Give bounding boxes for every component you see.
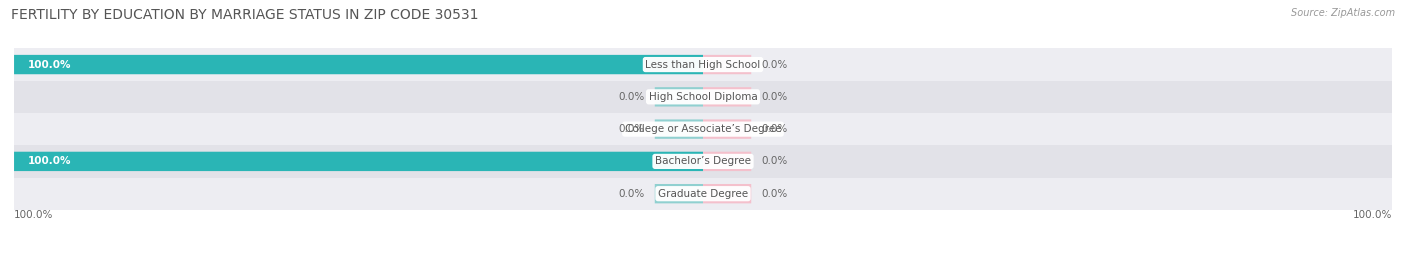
Text: 0.0%: 0.0%	[762, 92, 787, 102]
Text: 0.0%: 0.0%	[762, 189, 787, 199]
Text: 0.0%: 0.0%	[619, 92, 644, 102]
Bar	[14, 178, 1392, 210]
Bar	[655, 184, 703, 203]
Text: FERTILITY BY EDUCATION BY MARRIAGE STATUS IN ZIP CODE 30531: FERTILITY BY EDUCATION BY MARRIAGE STATU…	[11, 8, 479, 22]
Text: High School Diploma: High School Diploma	[648, 92, 758, 102]
Bar	[14, 113, 1392, 145]
Text: 100.0%: 100.0%	[28, 59, 72, 70]
Bar	[14, 81, 1392, 113]
Text: Bachelor’s Degree: Bachelor’s Degree	[655, 156, 751, 167]
Text: 100.0%: 100.0%	[28, 156, 72, 167]
Text: Source: ZipAtlas.com: Source: ZipAtlas.com	[1291, 8, 1395, 18]
Text: 0.0%: 0.0%	[762, 59, 787, 70]
Bar	[655, 87, 703, 107]
Text: Less than High School: Less than High School	[645, 59, 761, 70]
Text: 0.0%: 0.0%	[619, 189, 644, 199]
Bar	[14, 152, 703, 171]
Text: 0.0%: 0.0%	[619, 124, 644, 134]
Bar	[14, 55, 703, 74]
Bar	[655, 119, 703, 139]
Bar	[703, 119, 751, 139]
Text: College or Associate’s Degree: College or Associate’s Degree	[624, 124, 782, 134]
Text: 0.0%: 0.0%	[762, 124, 787, 134]
Text: 100.0%: 100.0%	[1353, 210, 1392, 220]
Bar	[703, 184, 751, 203]
Text: 100.0%: 100.0%	[14, 210, 53, 220]
Bar	[703, 87, 751, 107]
Text: Graduate Degree: Graduate Degree	[658, 189, 748, 199]
Bar	[703, 55, 751, 74]
Text: 0.0%: 0.0%	[762, 156, 787, 167]
Bar	[14, 145, 1392, 178]
Bar	[703, 152, 751, 171]
Bar	[14, 48, 1392, 81]
